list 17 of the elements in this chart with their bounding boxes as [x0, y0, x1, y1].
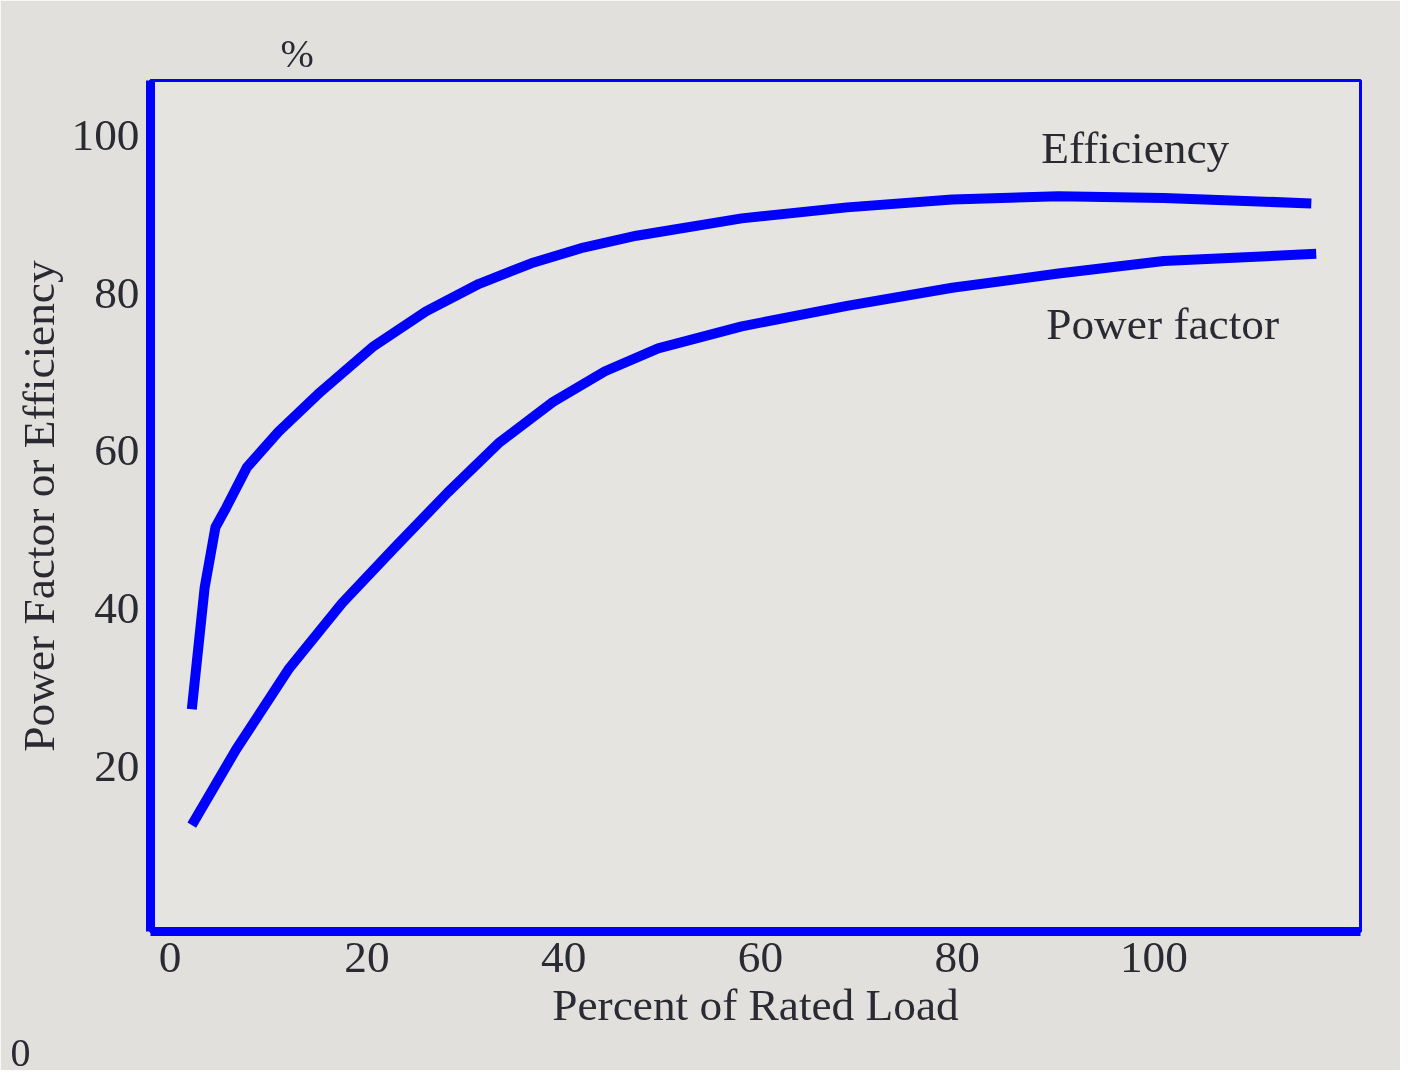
y-tick-label: 20 — [94, 740, 140, 791]
series-label: Power factor — [1046, 298, 1280, 349]
y-tick-label: 80 — [94, 267, 140, 318]
x-tick-label: 20 — [344, 931, 390, 982]
y-tick-label: 60 — [94, 425, 140, 476]
x-tick-label: 100 — [1119, 931, 1188, 982]
y-tick-label: 100 — [71, 110, 140, 161]
x-tick-label: 80 — [934, 931, 980, 982]
y-tick-label: 40 — [94, 582, 140, 633]
x-tick-label: 0 — [158, 931, 182, 982]
text: % — [280, 30, 314, 76]
x-axis-title: Percent of Rated Load — [552, 979, 960, 1030]
series-label: Efficiency — [1041, 123, 1230, 174]
x-tick-label: 60 — [737, 931, 784, 982]
x-tick-label: 40 — [541, 931, 587, 982]
text: 0 — [10, 1029, 31, 1075]
y-axis-title: Power Factor or Efficiency — [13, 260, 64, 752]
